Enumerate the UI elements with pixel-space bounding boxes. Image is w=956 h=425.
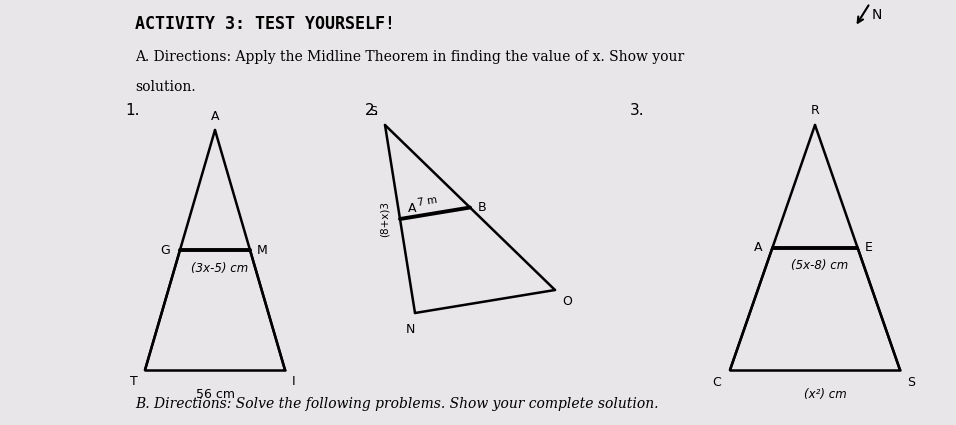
Text: 3.: 3. — [630, 103, 644, 118]
Text: R: R — [811, 104, 819, 117]
Text: (8+x)3: (8+x)3 — [380, 201, 390, 237]
Text: (x²) cm: (x²) cm — [804, 388, 846, 401]
Text: A: A — [408, 202, 417, 215]
Text: ACTIVITY 3: TEST YOURSELF!: ACTIVITY 3: TEST YOURSELF! — [135, 15, 395, 33]
Text: solution.: solution. — [135, 80, 196, 94]
Text: B. Directions: Solve the following problems. Show your complete solution.: B. Directions: Solve the following probl… — [135, 397, 659, 411]
Text: B: B — [478, 201, 487, 214]
Text: S: S — [907, 376, 915, 389]
Text: N: N — [405, 323, 415, 336]
Text: 7 m: 7 m — [416, 195, 438, 208]
Text: A: A — [754, 241, 763, 254]
Text: O: O — [562, 295, 572, 308]
Text: S: S — [369, 105, 377, 118]
Text: (3x-5) cm: (3x-5) cm — [191, 262, 249, 275]
Text: 2.: 2. — [365, 103, 380, 118]
Text: 56 cm: 56 cm — [195, 388, 234, 401]
Text: A. Directions: Apply the Midline Theorem in finding the value of x. Show your: A. Directions: Apply the Midline Theorem… — [135, 50, 684, 64]
Text: I: I — [292, 375, 295, 388]
Text: G: G — [161, 244, 170, 257]
Text: 1.: 1. — [125, 103, 140, 118]
Text: A: A — [210, 110, 219, 123]
Text: T: T — [130, 375, 138, 388]
Text: M: M — [257, 244, 268, 257]
Text: N: N — [872, 8, 882, 22]
Text: C: C — [712, 376, 721, 389]
Text: (5x-8) cm: (5x-8) cm — [792, 260, 849, 272]
Text: E: E — [864, 241, 873, 254]
